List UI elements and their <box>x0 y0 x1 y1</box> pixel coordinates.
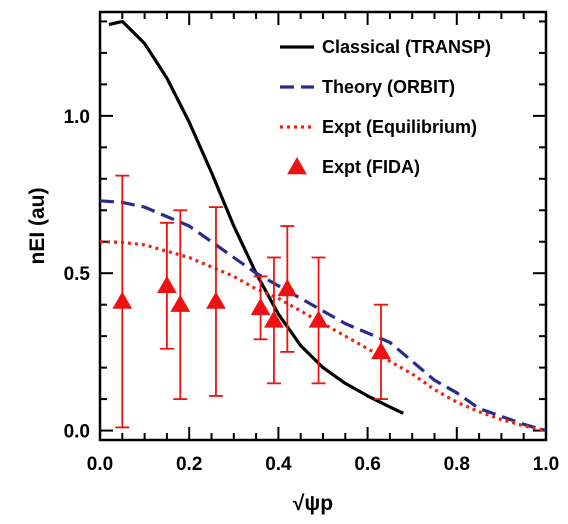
fida-triangle-marker <box>250 297 271 316</box>
fida-triangle-marker <box>206 291 226 309</box>
fida-triangle-marker <box>277 278 298 297</box>
x-tick-label: 0.0 <box>87 454 113 475</box>
x-tick-label: 0.2 <box>176 454 202 475</box>
fida-triangle-marker <box>112 291 133 309</box>
legend-label: Theory (ORBIT) <box>322 77 455 97</box>
fida-triangle-marker <box>264 310 284 328</box>
fida-markers <box>112 174 391 429</box>
x-tick-label: 1.0 <box>533 454 559 475</box>
legend: Classical (TRANSP) Theory (ORBIT) Expt (Eq… <box>280 37 491 177</box>
y-tick-label: 1.0 <box>64 107 90 128</box>
legend-label: Expt (Equilibrium) <box>322 117 477 137</box>
x-tick-label: 0.4 <box>265 454 292 475</box>
fida-triangle-marker <box>308 310 329 328</box>
y-tick-label: 0.0 <box>64 422 90 443</box>
x-axis-label: √ψp <box>293 492 333 515</box>
fida-triangle-marker <box>170 294 191 312</box>
y-tick-label: 0.5 <box>64 264 91 285</box>
axis-labels: √ψp nEI (au) <box>26 188 333 516</box>
x-tick-label: 0.6 <box>354 454 380 475</box>
fida-triangle-marker <box>371 341 391 360</box>
axis-ticks <box>99 12 547 440</box>
x-tick-label: 0.8 <box>444 454 470 475</box>
fida-triangle-marker <box>157 275 177 294</box>
y-axis-label: nEI (au) <box>26 188 49 265</box>
legend-label: Expt (FIDA) <box>322 157 420 177</box>
legend-label: Classical (TRANSP) <box>322 37 491 57</box>
legend-marker-fida <box>287 156 307 175</box>
tick-labels: 0.0 0.2 0.4 0.6 0.8 1.0 0.0 0.5 1.0 <box>64 107 560 475</box>
series-line-1 <box>99 199 547 433</box>
